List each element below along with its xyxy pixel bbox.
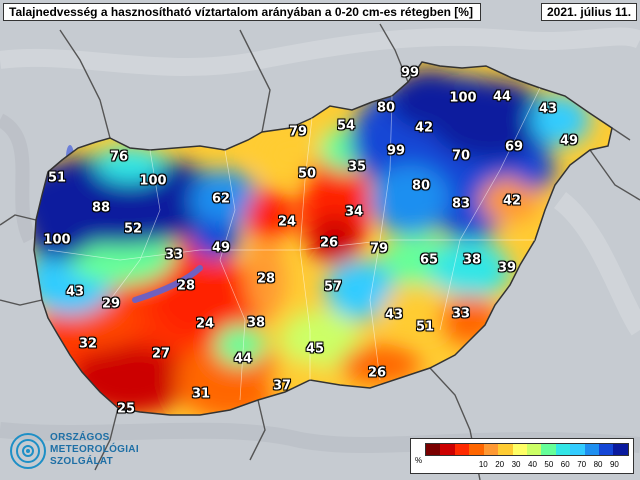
station-value: 99	[386, 143, 406, 159]
station-value: 49	[211, 240, 231, 256]
station-value: 29	[101, 296, 121, 312]
station-value: 42	[502, 193, 522, 209]
station-value: 28	[256, 271, 276, 287]
legend-swatch	[440, 444, 455, 455]
legend-swatch	[498, 444, 513, 455]
station-value: 33	[164, 247, 184, 263]
map-title: Talajnedvesség a hasznosítható víztartal…	[3, 3, 481, 21]
legend-tick: 60	[560, 460, 570, 469]
legend-swatch	[454, 444, 470, 455]
station-value: 27	[151, 346, 171, 362]
station-value: 26	[319, 235, 339, 251]
map-date: 2021. július 11.	[541, 3, 637, 21]
station-value: 99	[400, 65, 420, 81]
station-value: 44	[233, 351, 253, 367]
station-value: 51	[415, 319, 435, 335]
legend-swatch	[584, 444, 600, 455]
logo-line: METEOROLÓGIAI	[50, 444, 139, 455]
legend-swatch	[555, 444, 571, 455]
station-value: 62	[211, 191, 231, 207]
legend-tick: 90	[609, 460, 619, 469]
legend-tick: 30	[511, 460, 521, 469]
station-value: 43	[65, 284, 85, 300]
station-value: 100	[43, 232, 71, 248]
station-value: 28	[176, 278, 196, 294]
hungary-border	[33, 61, 613, 416]
station-value: 45	[305, 341, 325, 357]
station-value: 34	[344, 204, 364, 220]
omsz-swirl-logo-icon	[10, 433, 46, 469]
logo-text: ORSZÁGOS METEOROLÓGIAI SZOLGÁLAT	[50, 432, 139, 468]
station-value: 50	[297, 166, 317, 182]
station-value: 24	[195, 316, 215, 332]
station-value: 33	[451, 306, 471, 322]
station-value: 39	[497, 260, 517, 276]
legend-swatch	[512, 444, 527, 455]
station-value: 43	[384, 307, 404, 323]
logo-line: SZOLGÁLAT	[50, 456, 114, 467]
station-value: 100	[449, 90, 477, 106]
station-value: 31	[191, 386, 211, 402]
station-value: 57	[323, 279, 343, 295]
station-value: 83	[451, 196, 471, 212]
legend-swatch	[570, 444, 585, 455]
legend-tick: 10	[478, 460, 488, 469]
station-value: 43	[538, 101, 558, 117]
station-value: 37	[272, 378, 292, 394]
station-value: 65	[419, 252, 439, 268]
station-value: 69	[504, 139, 524, 155]
station-value: 100	[139, 173, 167, 189]
legend-tick: 20	[495, 460, 505, 469]
station-value: 25	[116, 401, 136, 417]
legend-swatch	[526, 444, 542, 455]
color-legend: % 10 20 30 40 50 60 70 80 90	[410, 438, 634, 474]
station-value: 54	[336, 118, 356, 134]
legend-unit: %	[415, 456, 423, 465]
station-value: 79	[369, 241, 389, 257]
station-value: 52	[123, 221, 143, 237]
station-value: 38	[462, 252, 482, 268]
legend-tick: 40	[528, 460, 537, 469]
legend-swatch	[541, 444, 556, 455]
station-value: 44	[492, 89, 512, 105]
legend-swatch	[426, 444, 441, 455]
station-value: 80	[411, 178, 431, 194]
legend-tick: 70	[577, 460, 587, 469]
station-value: 32	[78, 336, 98, 352]
station-value: 70	[451, 148, 471, 164]
legend-swatch	[599, 444, 614, 455]
legend-tick: 80	[593, 460, 603, 469]
station-value: 24	[277, 214, 297, 230]
station-value: 51	[47, 170, 67, 186]
legend-tick: 50	[544, 460, 554, 469]
station-value: 76	[109, 149, 129, 165]
legend-swatch	[469, 444, 484, 455]
station-value: 26	[367, 365, 387, 381]
legend-swatch	[613, 444, 628, 455]
station-value: 38	[246, 315, 266, 331]
logo-line: ORSZÁGOS	[50, 432, 110, 443]
station-value: 49	[559, 133, 579, 149]
legend-color-bar	[425, 443, 629, 456]
station-value: 88	[91, 200, 111, 216]
station-value: 35	[347, 159, 367, 175]
legend-swatch	[483, 444, 499, 455]
county-borders	[47, 87, 541, 401]
station-value: 79	[288, 124, 308, 140]
station-value: 80	[376, 100, 396, 116]
station-value: 42	[414, 120, 434, 136]
